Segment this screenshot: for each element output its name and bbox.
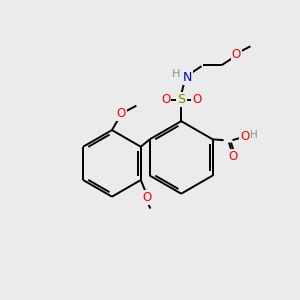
Text: O: O [229, 150, 238, 163]
Text: S: S [177, 93, 185, 106]
Text: N: N [183, 71, 192, 84]
Text: H: H [172, 69, 180, 79]
Text: O: O [240, 130, 249, 143]
Text: O: O [143, 191, 152, 204]
Text: O: O [232, 48, 241, 61]
Text: O: O [117, 107, 126, 120]
Text: H: H [250, 130, 258, 140]
Text: O: O [192, 93, 201, 106]
Text: O: O [161, 93, 170, 106]
